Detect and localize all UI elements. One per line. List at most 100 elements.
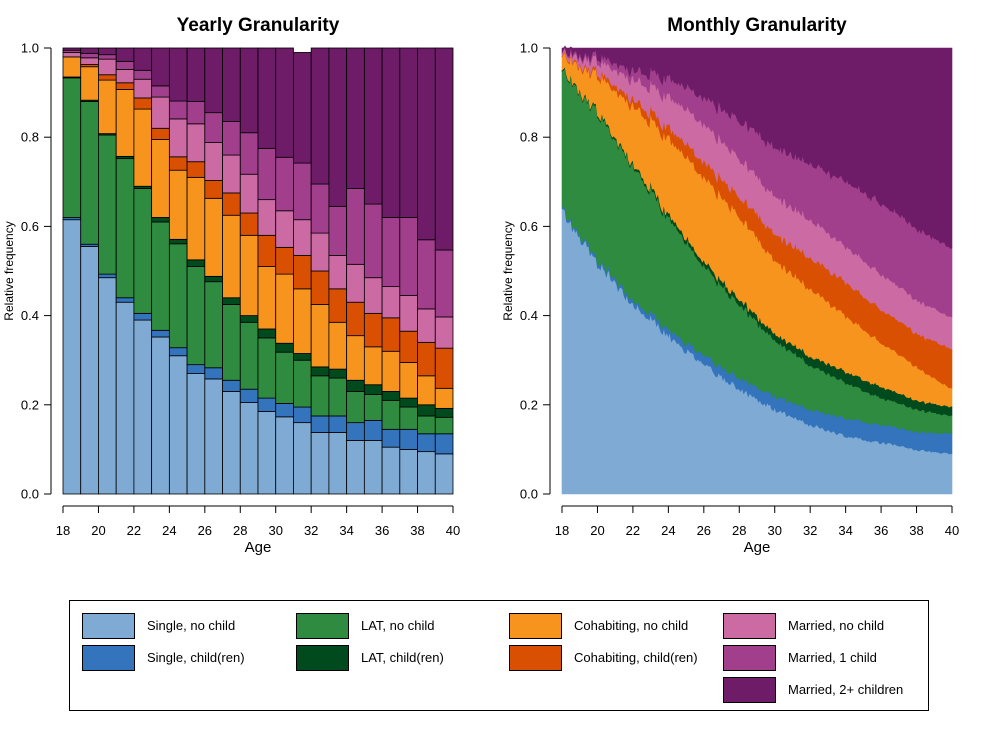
- y-tick-label: 0.0: [520, 487, 538, 502]
- bar-segment: [62, 56, 82, 78]
- legend-label: Married, no child: [788, 618, 885, 633]
- bar-segment: [381, 47, 401, 218]
- x-tick-label: 22: [626, 523, 640, 538]
- bar-segment: [257, 234, 277, 267]
- y-tick-label: 0.0: [21, 487, 39, 502]
- legend-label: Single, no child: [147, 618, 236, 633]
- bar-segment: [80, 47, 99, 54]
- bar-segment: [328, 368, 348, 379]
- bar-segment: [363, 346, 383, 386]
- bar-segment: [204, 197, 223, 277]
- y-tick-label: 0.4: [520, 308, 538, 323]
- bar-segment: [115, 82, 135, 90]
- bar-segment: [115, 60, 135, 70]
- y-tick-label: 0.2: [520, 397, 538, 412]
- bar-segment: [98, 79, 117, 135]
- legend-swatch: [509, 613, 562, 639]
- bar-segment: [239, 132, 259, 175]
- x-tick-label: 24: [661, 523, 675, 538]
- bar-segment: [346, 379, 365, 392]
- bar-segment: [168, 169, 188, 240]
- x-tick-label: 32: [803, 523, 817, 538]
- bar-segment: [399, 448, 418, 495]
- y-tick-label: 1.0: [21, 41, 39, 56]
- bar-segment: [133, 69, 153, 80]
- legend-swatch: [296, 645, 349, 671]
- bar-segment: [204, 180, 223, 199]
- bar-segment: [363, 394, 383, 421]
- bar-segment: [293, 254, 312, 290]
- x-axis-label: Age: [245, 539, 272, 556]
- bar-segment: [133, 78, 153, 99]
- bar-segment: [133, 108, 153, 187]
- bar-segment: [381, 317, 401, 352]
- bar-segment: [363, 277, 383, 314]
- bar-segment: [133, 319, 153, 495]
- bar-segment: [151, 217, 170, 223]
- bar-segment: [98, 134, 117, 275]
- legend-label: LAT, no child: [361, 618, 435, 633]
- x-tick-label: 30: [767, 523, 781, 538]
- bar-segment: [293, 162, 312, 221]
- bar-segment: [133, 312, 153, 321]
- bar-segment: [257, 147, 277, 201]
- chart-legend: Single, no child Single, child(ren) LAT,…: [69, 600, 929, 711]
- bar-segment: [98, 47, 117, 56]
- legend-swatch: [82, 613, 135, 639]
- x-tick-label: 40: [945, 523, 959, 538]
- bar-segment: [275, 156, 294, 212]
- legend-swatch: [723, 613, 776, 639]
- bar-segment: [222, 391, 241, 495]
- x-tick-label: 38: [909, 523, 923, 538]
- x-tick-label: 36: [874, 523, 888, 538]
- y-tick-label: 0.8: [21, 130, 39, 145]
- bar-segment: [222, 154, 241, 194]
- bar-segment: [186, 373, 206, 495]
- bar-segment: [80, 52, 99, 59]
- bar-segment: [239, 402, 259, 495]
- bar-segment: [417, 415, 436, 435]
- bar-segment: [310, 183, 330, 234]
- bar-segment: [346, 188, 365, 265]
- bar-segment: [168, 243, 188, 349]
- bar-segment: [186, 259, 206, 267]
- bar-segment: [186, 364, 206, 374]
- bar-segment: [434, 249, 454, 318]
- yearly-chart-panel: 0.0 0.2 0.4 0.6 0.8 1.0 18 20 22 24 26 28 30 32 34 36 38…: [2, 15, 460, 556]
- monthly-chart-panel: 0.0 0.2 0.4 0.6 0.8 1.0 18 20 22 24 26 28 30 32 34 36 38…: [501, 15, 959, 556]
- legend-swatch: [723, 677, 776, 703]
- bar-segment: [346, 335, 365, 381]
- bar-segment: [275, 403, 294, 418]
- bar-segment: [417, 47, 436, 241]
- bar-segment: [399, 330, 418, 363]
- bar-segment: [151, 85, 170, 98]
- bar-segment: [239, 388, 259, 403]
- legend-swatch: [509, 645, 562, 671]
- bar-segment: [417, 451, 436, 495]
- bar-segment: [151, 329, 170, 338]
- x-tick-label: 28: [732, 523, 746, 538]
- legend-label: Single, child(ren): [147, 650, 245, 665]
- bar-segment: [168, 118, 188, 158]
- chart-title: Monthly Granularity: [667, 15, 847, 36]
- bar-segment: [168, 100, 188, 120]
- bar-segment: [434, 387, 454, 409]
- bar-segment: [399, 295, 418, 332]
- x-tick-label: 28: [233, 523, 247, 538]
- x-tick-label: 36: [375, 523, 389, 538]
- x-tick-label: 22: [127, 523, 141, 538]
- bar-segment: [186, 123, 206, 163]
- bar-segment: [310, 415, 330, 433]
- bar-segment: [293, 288, 312, 354]
- bar-segment: [115, 301, 135, 495]
- bar-segment: [204, 142, 223, 181]
- y-axis-label: Relative frequency: [501, 221, 515, 320]
- x-tick-label: 20: [91, 523, 105, 538]
- x-tick-label: 34: [838, 523, 852, 538]
- bar-segment: [98, 273, 117, 279]
- bar-segment: [417, 433, 436, 453]
- bar-segment: [293, 52, 312, 164]
- bar-segment: [222, 192, 241, 216]
- bar-segment: [346, 301, 365, 337]
